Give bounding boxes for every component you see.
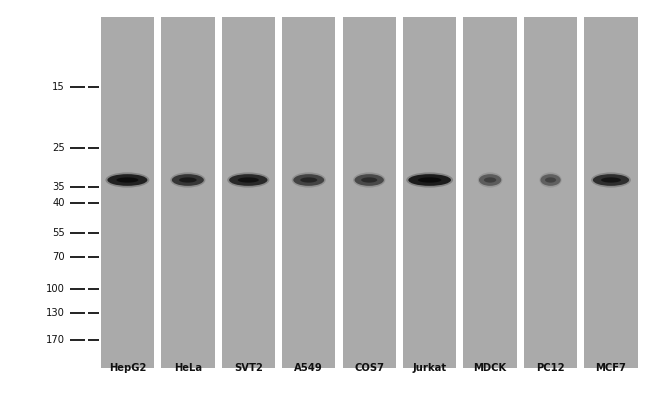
Text: 130: 130 xyxy=(46,308,65,319)
Text: 70: 70 xyxy=(53,252,65,262)
Ellipse shape xyxy=(293,174,324,186)
Text: SVT2: SVT2 xyxy=(234,363,263,373)
Bar xyxy=(584,17,638,368)
Ellipse shape xyxy=(406,172,453,188)
Ellipse shape xyxy=(540,172,562,188)
Ellipse shape xyxy=(292,172,326,188)
Ellipse shape xyxy=(408,174,451,186)
Ellipse shape xyxy=(591,172,631,188)
Ellipse shape xyxy=(116,177,138,183)
Text: Jurkat: Jurkat xyxy=(413,363,447,373)
Bar xyxy=(524,17,577,368)
Ellipse shape xyxy=(540,174,561,186)
Text: COS7: COS7 xyxy=(354,363,384,373)
Ellipse shape xyxy=(353,172,385,188)
Bar xyxy=(222,17,275,368)
Ellipse shape xyxy=(354,174,384,186)
Text: MDCK: MDCK xyxy=(474,363,506,373)
Bar xyxy=(101,17,154,368)
Ellipse shape xyxy=(484,177,496,183)
Ellipse shape xyxy=(300,177,317,183)
Text: 100: 100 xyxy=(46,284,65,294)
Ellipse shape xyxy=(418,177,441,183)
Text: 170: 170 xyxy=(46,335,65,345)
Text: 15: 15 xyxy=(52,82,65,92)
Ellipse shape xyxy=(593,174,629,186)
Text: 55: 55 xyxy=(52,228,65,238)
Ellipse shape xyxy=(227,172,269,188)
Ellipse shape xyxy=(105,172,150,188)
Text: PC12: PC12 xyxy=(536,363,565,373)
Ellipse shape xyxy=(545,177,556,183)
Ellipse shape xyxy=(601,177,621,183)
Ellipse shape xyxy=(170,172,205,188)
Ellipse shape xyxy=(229,174,268,186)
Text: A549: A549 xyxy=(294,363,323,373)
Bar xyxy=(282,17,335,368)
Bar xyxy=(343,17,396,368)
Ellipse shape xyxy=(172,174,204,186)
Bar xyxy=(161,17,214,368)
Ellipse shape xyxy=(238,177,259,183)
Text: 25: 25 xyxy=(52,143,65,153)
Text: HepG2: HepG2 xyxy=(109,363,146,373)
Ellipse shape xyxy=(179,177,197,183)
Ellipse shape xyxy=(361,177,377,183)
Text: HeLa: HeLa xyxy=(174,363,202,373)
Text: 40: 40 xyxy=(53,198,65,208)
Ellipse shape xyxy=(107,174,148,186)
Text: 35: 35 xyxy=(53,182,65,192)
Text: MCF7: MCF7 xyxy=(595,363,627,373)
Ellipse shape xyxy=(479,174,501,186)
Ellipse shape xyxy=(478,172,502,188)
Bar xyxy=(463,17,517,368)
Bar xyxy=(403,17,456,368)
